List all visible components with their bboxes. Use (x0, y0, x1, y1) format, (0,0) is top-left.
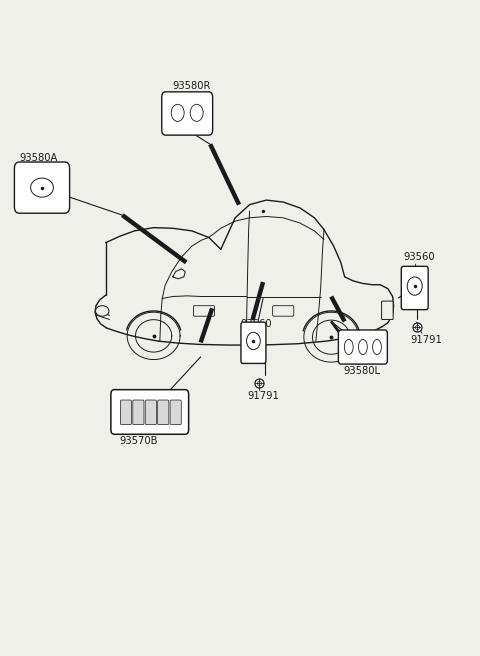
Text: 91791: 91791 (410, 335, 442, 344)
FancyBboxPatch shape (133, 400, 144, 424)
Polygon shape (173, 269, 185, 279)
Ellipse shape (247, 333, 260, 350)
FancyBboxPatch shape (170, 400, 181, 424)
FancyBboxPatch shape (145, 400, 156, 424)
Ellipse shape (359, 339, 367, 355)
FancyBboxPatch shape (120, 400, 132, 424)
Text: 93560: 93560 (403, 253, 435, 262)
Text: 93580L: 93580L (344, 366, 381, 376)
FancyBboxPatch shape (241, 322, 266, 363)
Text: 93570B: 93570B (119, 436, 157, 445)
FancyBboxPatch shape (382, 301, 393, 319)
FancyBboxPatch shape (162, 92, 213, 135)
Text: 93580A: 93580A (19, 153, 58, 163)
Ellipse shape (171, 104, 184, 121)
Text: 93560: 93560 (240, 319, 272, 329)
Ellipse shape (372, 339, 382, 355)
Text: 91791: 91791 (248, 391, 279, 401)
FancyBboxPatch shape (273, 306, 294, 316)
FancyBboxPatch shape (401, 266, 428, 310)
FancyBboxPatch shape (157, 400, 169, 424)
Ellipse shape (96, 306, 109, 316)
Ellipse shape (31, 178, 53, 197)
Ellipse shape (344, 339, 353, 355)
FancyBboxPatch shape (111, 390, 189, 434)
Text: 93580R: 93580R (173, 81, 211, 91)
FancyBboxPatch shape (193, 306, 215, 316)
Ellipse shape (190, 104, 203, 121)
Ellipse shape (407, 277, 422, 295)
FancyBboxPatch shape (338, 330, 387, 364)
FancyBboxPatch shape (14, 162, 70, 213)
